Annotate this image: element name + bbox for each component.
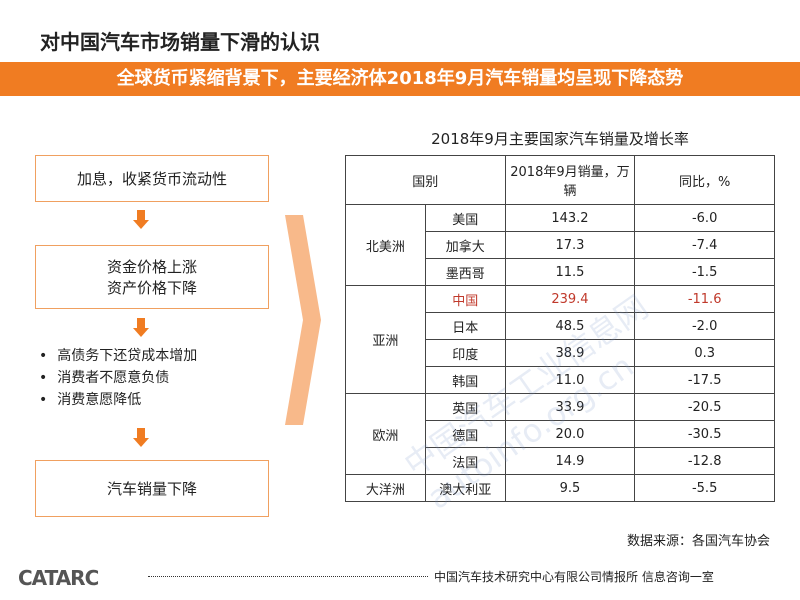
region-cell: 大洋洲	[345, 474, 426, 502]
footer: 中国汽车技术研究中心有限公司情报所 信息咨询一室	[148, 568, 714, 585]
sales-cell: 9.5	[504, 474, 636, 502]
dotted-divider	[148, 576, 428, 577]
country-cell: 美国	[424, 204, 506, 232]
region-cell: 北美洲	[345, 204, 426, 286]
list-item: 消费者不愿意负债	[35, 367, 267, 389]
yoy-cell: -11.6	[634, 285, 775, 313]
sales-cell: 20.0	[504, 420, 636, 448]
country-cell: 墨西哥	[424, 258, 506, 286]
sales-cell: 48.5	[504, 312, 636, 340]
table-row: 法国 14.9 -12.8	[346, 447, 775, 475]
list-item: 高债务下还贷成本增加	[35, 345, 267, 367]
sales-cell: 143.2	[504, 204, 636, 232]
yoy-cell: -30.5	[634, 420, 775, 448]
table-row: 大洋洲 澳大利亚 9.5 -5.5	[345, 474, 775, 502]
yoy-cell: -6.0	[634, 204, 775, 232]
country-cell: 印度	[424, 339, 506, 367]
table-row: 墨西哥 11.5 -1.5	[346, 258, 775, 286]
country-cell: 德国	[424, 420, 506, 448]
table-row: 日本 48.5 -2.0	[346, 312, 775, 340]
yoy-cell: -1.5	[634, 258, 775, 286]
page-title: 对中国汽车市场销量下滑的认识	[40, 30, 320, 54]
country-cell: 法国	[424, 447, 506, 475]
table-row: 印度 38.9 0.3	[346, 339, 775, 367]
sales-cell: 17.3	[504, 231, 636, 259]
footer-text: 中国汽车技术研究中心有限公司情报所 信息咨询一室	[434, 570, 714, 584]
chevron-right-icon	[285, 215, 321, 425]
region-cell: 亚洲	[345, 285, 426, 394]
country-cell: 中国	[424, 285, 506, 313]
sales-table: 国别 2018年9月销量，万辆 同比，% 北美洲 美国 143.2 -6.0 加拿大 17.…	[345, 155, 775, 502]
header-sales: 2018年9月销量，万辆	[504, 155, 636, 205]
table-title: 2018年9月主要国家汽车销量及增长率	[431, 130, 689, 148]
table-row: 欧洲 英国 33.9 -20.5	[345, 393, 775, 475]
yoy-cell: -2.0	[634, 312, 775, 340]
header-country: 国别	[345, 155, 506, 205]
country-cell: 韩国	[424, 366, 506, 394]
sales-cell: 14.9	[504, 447, 636, 475]
sales-cell: 33.9	[504, 393, 636, 421]
yoy-cell: -7.4	[634, 231, 775, 259]
region-cell: 欧洲	[345, 393, 426, 475]
data-source: 数据来源：各国汽车协会	[626, 534, 770, 549]
down-arrow-icon	[133, 318, 149, 338]
header-yoy: 同比，%	[634, 155, 775, 205]
sales-cell: 239.4	[504, 285, 636, 313]
yoy-cell: -20.5	[634, 393, 775, 421]
yoy-cell: -12.8	[634, 447, 775, 475]
flow-step-4: 汽车销量下降	[35, 460, 269, 517]
table-row: 韩国 11.0 -17.5	[346, 366, 775, 394]
table-row: 亚洲 中国 239.4 -11.6	[345, 285, 775, 394]
table-row: 加拿大 17.3 -7.4	[346, 231, 775, 259]
sales-cell: 38.9	[504, 339, 636, 367]
flow-step-2: 资金价格上涨 资产价格下降	[35, 245, 269, 309]
table-row: 北美洲 美国 143.2 -6.0	[345, 204, 775, 286]
list-item: 消费意愿降低	[35, 389, 267, 411]
flow-step-2-line2: 资产价格下降	[106, 279, 197, 297]
sales-cell: 11.5	[504, 258, 636, 286]
country-cell: 澳大利亚	[424, 474, 506, 502]
sales-cell: 11.0	[504, 366, 636, 394]
down-arrow-icon	[133, 428, 149, 448]
flow-step-1: 加息，收紧货币流动性	[35, 155, 269, 202]
down-arrow-icon	[133, 210, 149, 230]
country-cell: 日本	[424, 312, 506, 340]
yoy-cell: -17.5	[634, 366, 775, 394]
country-cell: 加拿大	[424, 231, 506, 259]
banner: 全球货币紧缩背景下，主要经济体2018年9月汽车销量均呈现下降态势	[0, 62, 800, 96]
flow-step-3-list: 高债务下还贷成本增加 消费者不愿意负债 消费意愿降低	[35, 345, 267, 411]
country-cell: 英国	[424, 393, 506, 421]
table-row: 德国 20.0 -30.5	[346, 420, 775, 448]
yoy-cell: 0.3	[634, 339, 775, 367]
flow-step-2-line1: 资金价格上涨	[106, 258, 197, 276]
yoy-cell: -5.5	[634, 474, 775, 502]
catarc-logo: CATARC	[18, 566, 99, 590]
